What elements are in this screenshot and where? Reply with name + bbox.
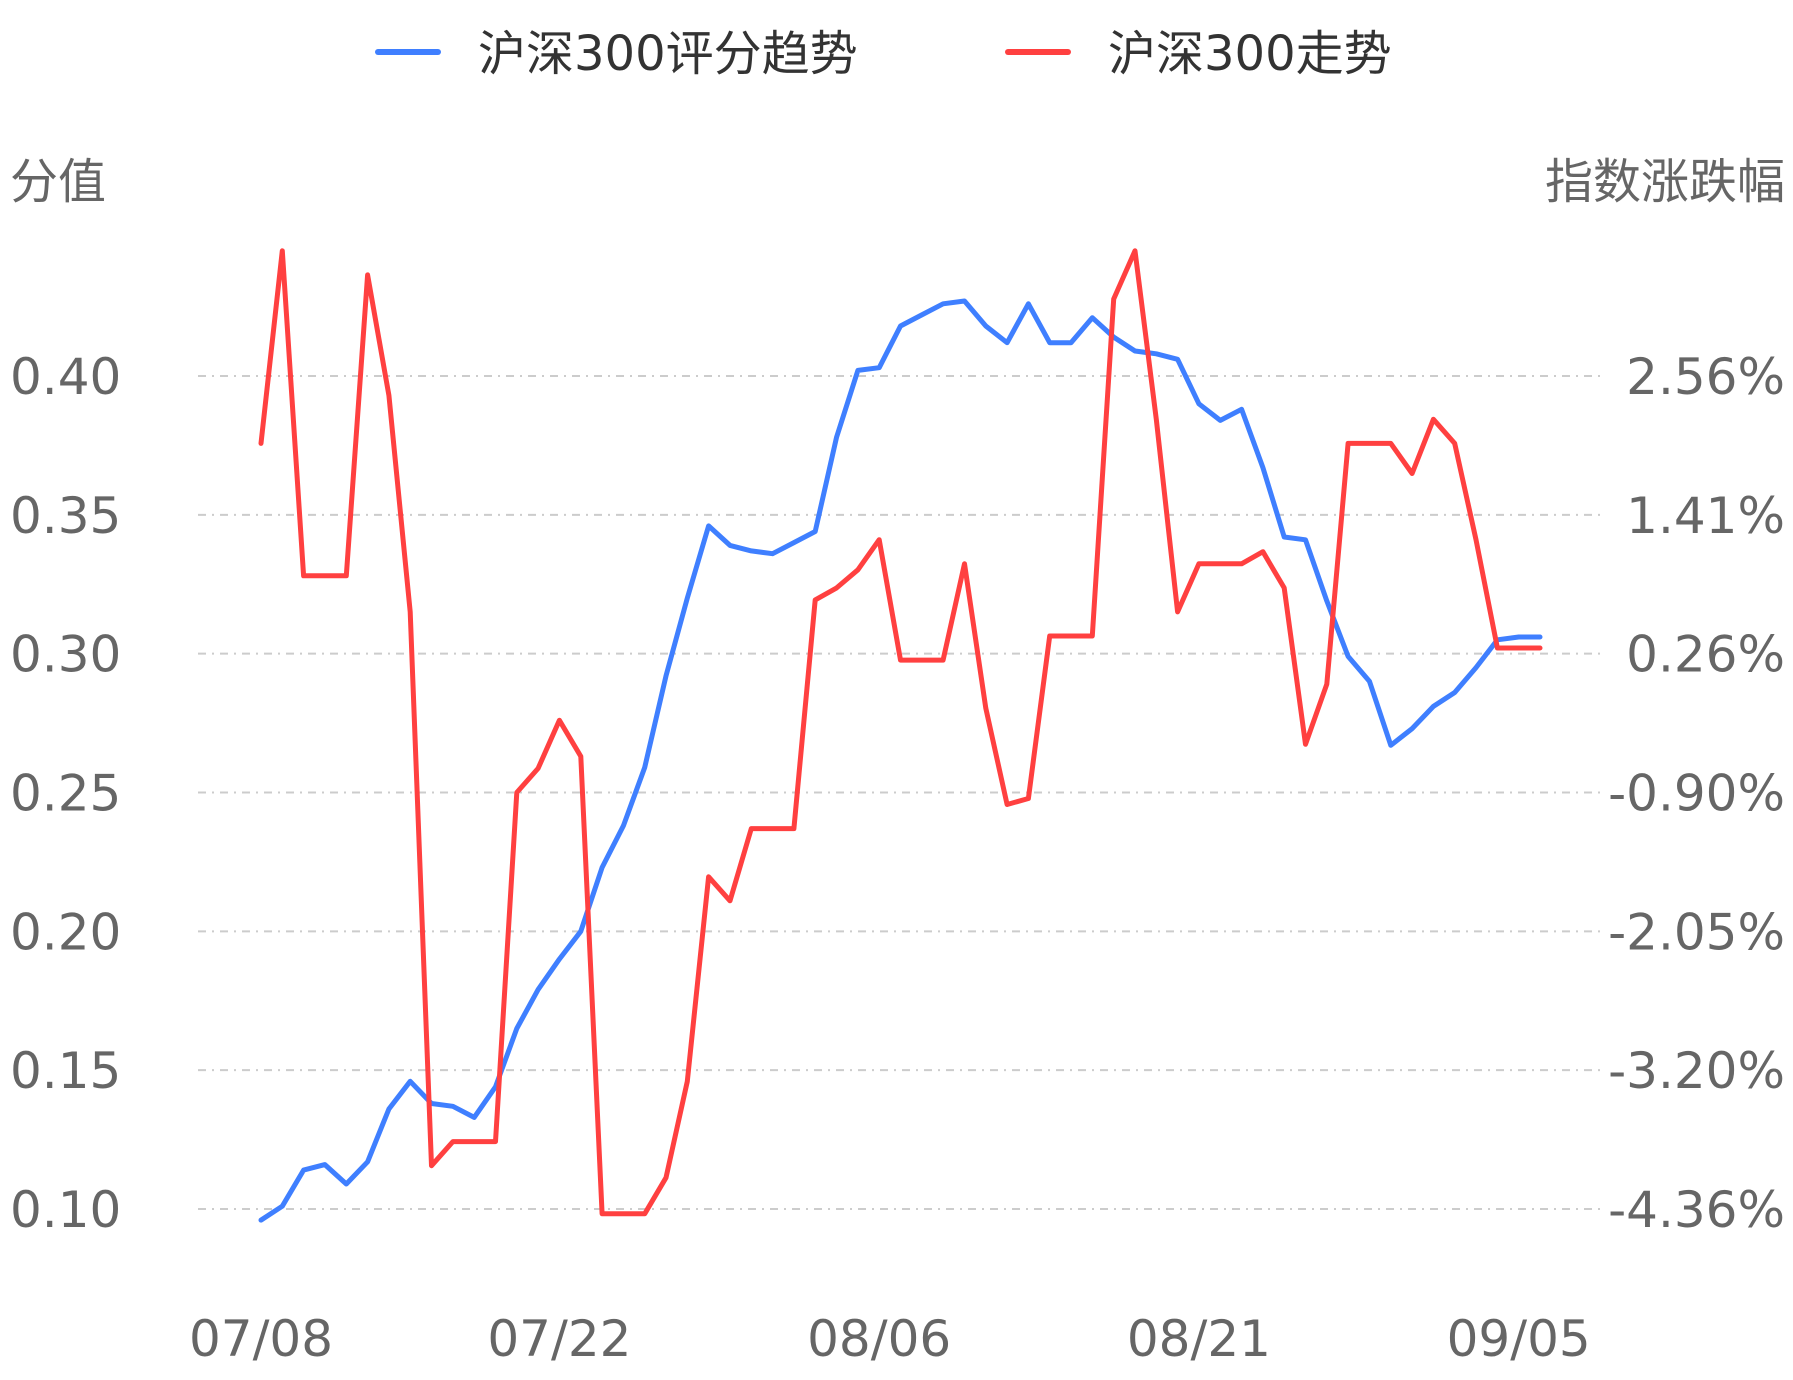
y-left-tick-label: 0.35 [10,487,121,545]
y-left-tick-label: 0.40 [10,348,121,406]
legend: 沪深300评分趋势 沪深300走势 [375,26,1392,82]
y-right-tick-label: -4.36% [1608,1181,1785,1239]
y-left-tick-label: 0.30 [10,626,121,684]
series-line-score[interactable] [258,298,1543,1223]
series-layer [258,248,1543,1223]
y-axis-right-title: 指数涨跌幅 [1545,154,1785,210]
series-line-index[interactable] [258,248,1543,1217]
x-axis-ticks: 07/08 07/22 08/06 08/21 09/05 [189,1310,1591,1368]
y-left-tick-label: 0.25 [10,765,121,823]
y-left-tick-label: 0.10 [10,1181,121,1239]
y-left-tick-label: 0.20 [10,903,121,961]
x-tick-label: 08/21 [1127,1310,1271,1368]
y-axis-right-ticks: 2.56% 1.41% 0.26% -0.90% -2.05% -3.20% -4.36% [1608,348,1785,1239]
y-axis-left-ticks: 0.40 0.35 0.30 0.25 0.20 0.15 0.10 [10,348,121,1239]
y-left-tick-label: 0.15 [10,1042,121,1100]
legend-label-index[interactable]: 沪深300走势 [1108,26,1392,82]
y-right-tick-label: -3.20% [1608,1042,1785,1100]
y-axis-left-title: 分值 [10,154,106,210]
x-tick-label: 08/06 [807,1310,951,1368]
x-tick-label: 07/22 [487,1310,631,1368]
y-right-tick-label: 1.41% [1626,487,1785,545]
legend-label-score[interactable]: 沪深300评分趋势 [478,26,858,82]
x-tick-label: 09/05 [1447,1310,1591,1368]
y-right-tick-label: 2.56% [1626,348,1785,406]
y-right-tick-label: 0.26% [1626,626,1785,684]
y-right-tick-label: -0.90% [1608,765,1785,823]
x-tick-label: 07/08 [189,1310,333,1368]
grid-lines [198,375,1605,1210]
y-right-tick-label: -2.05% [1608,903,1785,961]
